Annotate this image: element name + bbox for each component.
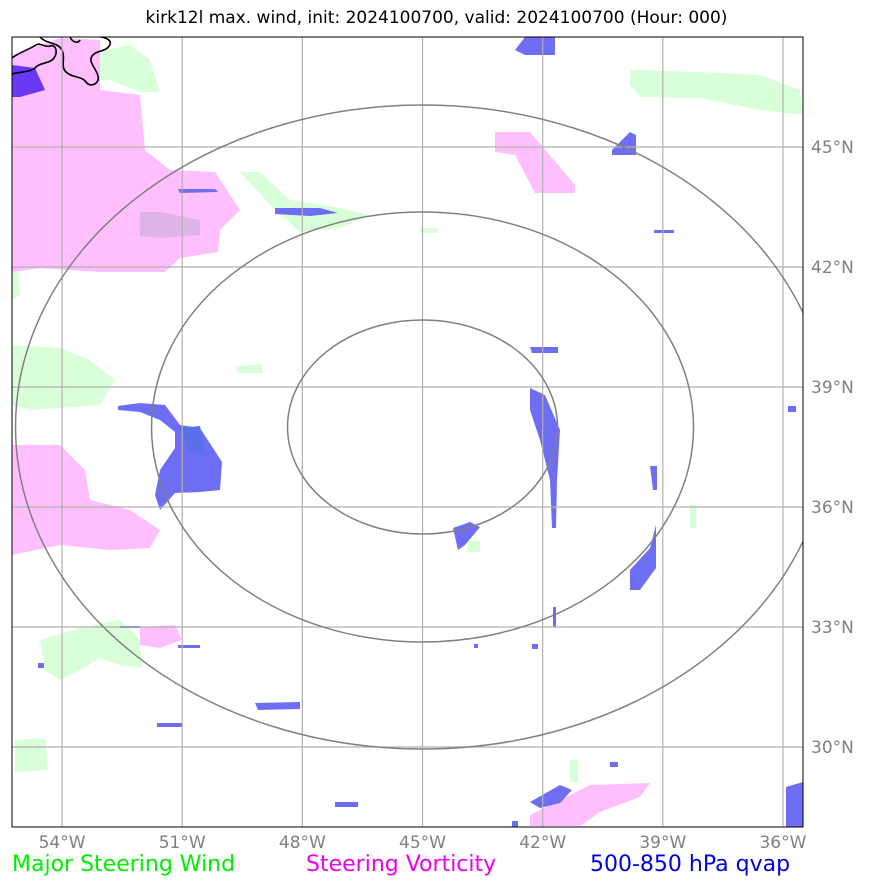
lat-tick-label: 45°N [811,138,854,158]
legend-steering-wind: Major Steering Wind [12,852,236,877]
coastline [12,37,112,86]
latitude-tick-labels: 45°N 42°N 39°N 36°N 33°N 30°N [811,138,854,758]
legend-steering-vorticity: Steering Vorticity [306,852,497,877]
overlap-patch [140,212,200,238]
lat-tick-label: 30°N [811,738,854,758]
lat-tick-label: 36°N [811,498,854,518]
range-ring [14,104,803,750]
range-ring [150,211,695,643]
plot-frame [11,36,804,828]
lon-tick-label: 45°W [399,833,446,853]
lon-tick-label: 42°W [519,833,566,853]
lon-tick-label: 48°W [279,833,326,853]
lon-tick-label: 51°W [159,833,206,853]
lon-tick-label: 36°W [759,833,806,853]
range-rings [14,104,803,750]
lon-tick-label: 39°W [639,833,686,853]
qvap-dark-core [180,426,205,455]
range-ring [286,319,559,535]
map-title: kirk12l max. wind, init: 2024100700, val… [145,8,728,28]
map-plot-area [12,37,803,827]
longitude-tick-labels: 54°W 51°W 48°W 45°W 42°W 39°W 36°W [39,833,807,853]
lat-tick-label: 39°N [811,378,854,398]
lat-lon-grid [12,37,803,827]
lat-tick-label: 42°N [811,258,854,278]
legend-qvap: 500-850 hPa qvap [590,852,791,877]
lat-tick-label: 33°N [811,618,854,638]
lon-tick-label: 54°W [39,833,86,853]
